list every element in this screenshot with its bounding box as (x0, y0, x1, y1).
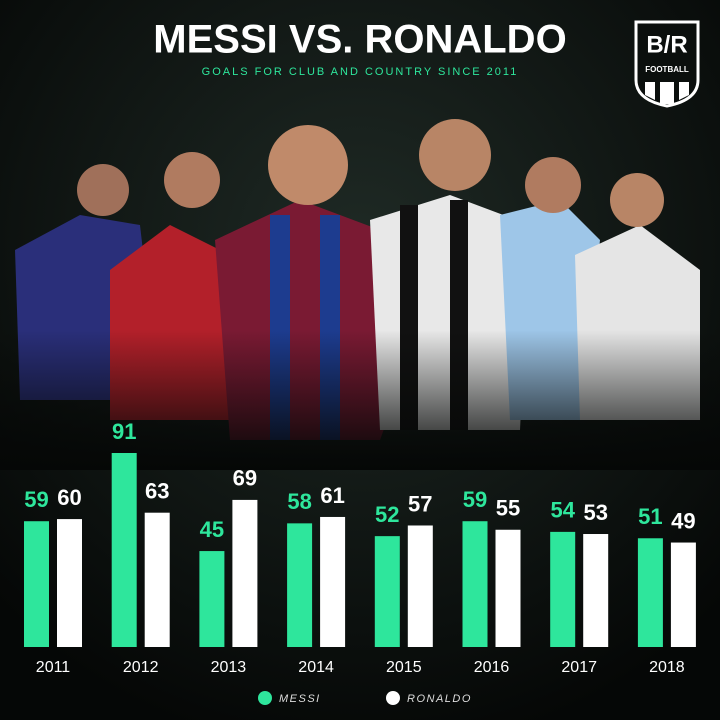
bar (374, 536, 400, 647)
value-label: 55 (496, 496, 520, 521)
value-label: 59 (463, 487, 487, 512)
x-tick-label: 2018 (649, 659, 685, 676)
player-photos (0, 119, 720, 470)
bar-chart: 2011 59 60 2012 91 63 2013 45 69 2014 58 61 2015 52 57… (24, 419, 696, 705)
legend-label: MESSI (279, 693, 321, 705)
value-label: 91 (112, 419, 136, 444)
value-label: 58 (287, 489, 311, 514)
title: MESSI VS. RONALDO (153, 18, 566, 62)
value-label: 69 (233, 466, 257, 491)
bar (57, 519, 82, 647)
legend-label: RONALDO (407, 693, 472, 705)
bar (550, 531, 576, 647)
legend-marker (258, 691, 272, 705)
bar (144, 512, 170, 647)
bar (24, 521, 49, 647)
value-label: 45 (200, 517, 224, 542)
bar (583, 534, 609, 647)
bar (232, 499, 258, 647)
bar (407, 525, 433, 647)
value-label: 60 (57, 485, 81, 510)
value-label: 53 (583, 500, 607, 525)
value-label: 61 (320, 483, 344, 508)
value-label: 49 (671, 508, 695, 533)
x-tick-label: 2015 (386, 659, 422, 676)
bar (495, 529, 521, 647)
x-tick-label: 2017 (561, 659, 597, 676)
x-tick-label: 2011 (36, 659, 71, 676)
bar (111, 453, 137, 647)
value-label: 54 (550, 498, 575, 523)
x-tick-label: 2016 (474, 659, 510, 676)
bar (462, 521, 488, 647)
value-label: 57 (408, 491, 432, 516)
value-label: 52 (375, 502, 399, 527)
x-tick-label: 2012 (123, 659, 159, 676)
value-label: 63 (145, 479, 169, 504)
logo-subtext: FOOTBALL (645, 65, 689, 74)
x-tick-label: 2013 (211, 659, 247, 676)
x-tick-label: 2014 (298, 659, 334, 676)
logo-text: B/R (646, 31, 687, 58)
bar (199, 551, 225, 647)
legend-marker (386, 691, 400, 705)
bar (670, 542, 696, 647)
subtitle: GOALS FOR CLUB AND COUNTRY SINCE 2011 (202, 66, 519, 78)
bar (287, 523, 313, 647)
bar (320, 516, 346, 647)
logo: B/R FOOTBALL (634, 20, 700, 108)
value-label: 51 (638, 504, 662, 529)
bar (637, 538, 663, 647)
value-label: 59 (24, 487, 48, 512)
